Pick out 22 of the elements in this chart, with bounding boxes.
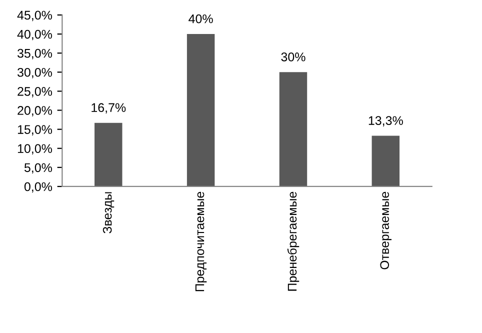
y-tick-label: 15,0% [18,125,52,136]
data-label: 13,3% [368,116,403,126]
data-label: 30% [281,52,306,62]
x-tick-label: Звезды [102,192,114,234]
y-tick-label: 35,0% [17,48,52,60]
x-tick-label: Предпочитаемые [195,192,207,292]
bar [94,122,122,186]
y-tick-label: 30,0% [17,68,52,78]
y-tick-label: 5,0% [24,163,52,174]
data-label: 40% [188,14,213,24]
data-label: 16,7% [92,103,126,114]
y-tick-label: 25,0% [18,87,52,98]
x-tick-label: Отвергаемые [380,192,392,270]
bar [186,34,215,186]
y-tick-label: 0,0% [24,182,52,193]
y-tick-label: 10,0% [18,144,52,154]
bar [279,72,308,186]
y-tick-label: 45,0% [17,10,52,22]
y-tick-label: 40,0% [17,30,52,40]
y-tick-label: 20,0% [18,106,52,116]
x-tick-label: Пренебрегаемые [287,192,300,291]
bar [372,136,400,186]
